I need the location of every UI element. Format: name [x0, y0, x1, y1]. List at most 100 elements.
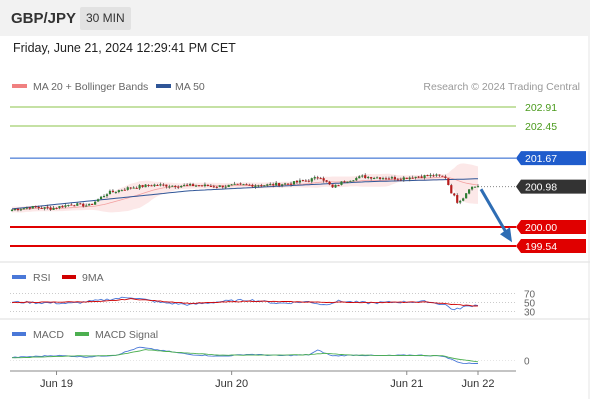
candle-body — [43, 207, 46, 209]
candle-body — [168, 186, 171, 188]
candle-body — [233, 183, 236, 185]
candle-body — [153, 184, 156, 187]
level-tag-support — [516, 239, 586, 253]
candle-body — [49, 207, 52, 210]
candle-body — [456, 195, 459, 203]
candle-body — [230, 184, 233, 186]
macd-signal-line — [11, 349, 479, 363]
candle-body — [206, 184, 209, 186]
rsi-line — [11, 296, 479, 311]
candle-body — [194, 185, 198, 187]
candle-body — [364, 175, 367, 179]
level-label-support: 200.00 — [525, 222, 557, 234]
candle-body — [227, 184, 230, 188]
candle-body — [352, 180, 355, 182]
candle-body — [144, 184, 147, 188]
candle-body — [378, 177, 382, 179]
rsi-ma-line — [11, 298, 479, 307]
candle-body — [22, 208, 25, 210]
candle-body — [411, 177, 414, 179]
candle-body — [381, 178, 385, 180]
candle-body — [260, 185, 263, 187]
candle-body — [79, 203, 82, 205]
candle-body — [64, 205, 67, 207]
candle-body — [212, 186, 215, 188]
level-tag-last — [516, 179, 586, 194]
candle-body — [165, 184, 168, 187]
candle-body — [111, 190, 115, 192]
candle-body — [304, 180, 307, 182]
rsi-tick-label: 70 — [524, 290, 536, 301]
candle-body — [73, 205, 76, 207]
candle-body — [316, 177, 319, 179]
candle-body — [470, 186, 474, 190]
candle-body — [156, 184, 159, 186]
timeframe-button[interactable]: 30 MIN — [80, 7, 131, 30]
symbol-title: GBP/JPY — [11, 10, 77, 27]
candle-body — [295, 180, 299, 183]
candle-body — [10, 209, 14, 211]
candle-body — [239, 183, 242, 185]
candle-body — [435, 174, 438, 176]
candle-body — [135, 187, 138, 189]
candle-body — [289, 183, 293, 185]
candle-body — [438, 174, 441, 176]
candle-body — [325, 180, 328, 182]
level-tag-support — [516, 220, 586, 235]
candle-body — [25, 207, 28, 209]
candle-body — [331, 184, 334, 188]
candle-body — [61, 205, 64, 208]
candle-body — [147, 185, 150, 187]
credit-label: Research © 2024 Trading Central — [423, 81, 580, 93]
candle-body — [13, 209, 17, 211]
candle-body — [200, 185, 204, 187]
candle-body — [85, 205, 88, 207]
rsi-legend-label: RSI — [33, 272, 51, 284]
candle-body — [31, 206, 34, 209]
forecast-arrow — [479, 188, 508, 233]
candle-body — [432, 175, 435, 177]
candle-body — [399, 179, 402, 181]
ma20-line — [11, 176, 479, 211]
candle-body — [236, 183, 239, 185]
level-label-resistance: 202.45 — [525, 121, 557, 133]
candle-body — [459, 200, 462, 203]
candle-body — [171, 185, 174, 187]
candle-body — [224, 186, 227, 188]
candle-body — [197, 185, 201, 187]
candle-body — [281, 184, 284, 186]
candle-body — [19, 209, 23, 211]
candle-body — [426, 174, 429, 177]
rsi-ma-legend-swatch — [62, 275, 76, 279]
candle-body — [28, 207, 31, 209]
candle-body — [423, 175, 426, 178]
candle-body — [367, 177, 370, 179]
candle-body — [343, 181, 346, 183]
candle-body — [373, 177, 376, 179]
candle-body — [150, 185, 153, 187]
candle-body — [138, 185, 141, 189]
bollinger-legend-label: MA 20 + Bollinger Bands — [33, 81, 148, 93]
candle-body — [67, 204, 70, 206]
candle-body — [174, 185, 177, 188]
candle-body — [453, 193, 456, 196]
candle-body — [402, 177, 405, 180]
candle-body — [408, 177, 411, 180]
macd-tick-label: 0 — [524, 357, 530, 368]
candle-body — [183, 185, 186, 187]
rsi-tick-label: 50 — [524, 299, 536, 310]
candle-body — [441, 175, 444, 177]
candle-body — [180, 186, 183, 188]
top-bar: GBP/JPY 30 MIN — [0, 0, 590, 36]
candle-body — [275, 182, 278, 186]
candle-body — [283, 183, 287, 185]
candle-body — [141, 185, 144, 188]
candle-body — [346, 181, 349, 183]
candle-body — [132, 187, 135, 189]
candle-body — [16, 208, 20, 211]
candle-body — [58, 206, 61, 208]
candle-body — [272, 184, 275, 186]
candle-body — [387, 178, 391, 180]
macd-panel: 0 — [10, 346, 530, 368]
candle-body — [355, 177, 358, 181]
